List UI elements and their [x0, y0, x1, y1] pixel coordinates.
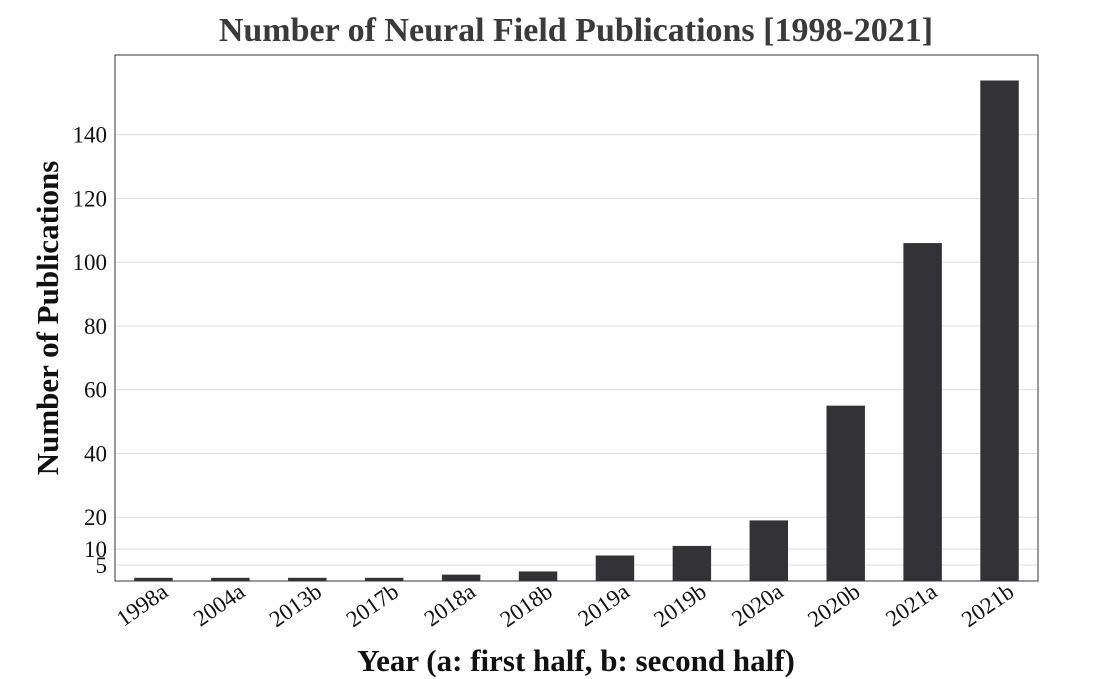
y-tick-label: 60 [84, 378, 107, 403]
y-tick-label: 40 [84, 441, 107, 466]
x-tick-labels: 1998a 2004a 2013b 2017b 2018a 2018b 2019a 2019b… [112, 579, 1018, 632]
bar-2021a [903, 243, 942, 582]
bar-2020a [749, 520, 789, 581]
x-tick-label: 2019b [649, 579, 710, 632]
x-tick-label: 2021a [881, 579, 941, 632]
y-tick-label: 80 [84, 314, 107, 339]
x-tick-label: 2020b [803, 579, 864, 632]
x-axis-label: Year (a: first half, b: second half) [357, 643, 795, 678]
bar-2020b [826, 405, 865, 581]
x-tick-label: 2013b [265, 579, 326, 632]
plot-frame [114, 54, 1039, 582]
x-tick-label: 2017b [342, 579, 403, 632]
chart-title: Number of Neural Field Publications [199… [219, 12, 933, 49]
x-tick-label: 2004a [189, 579, 249, 632]
y-tick-label: 100 [73, 250, 108, 275]
bar-2021b [980, 80, 1019, 582]
bars [134, 80, 1019, 582]
bar-1998a [134, 577, 173, 581]
x-tick-label: 2018b [495, 579, 556, 632]
bar-2017b [364, 577, 404, 581]
x-tick-label: 2019a [573, 579, 633, 632]
bar-2019b [672, 545, 712, 581]
x-tick-label: 2020a [727, 579, 787, 632]
bar-2018a [441, 574, 481, 581]
x-tick-label: 2021b [957, 579, 1018, 632]
y-tick-label: 10 [84, 537, 107, 562]
y-tick-label: 5 [96, 553, 108, 578]
bar-2013b [288, 577, 327, 581]
bar-2004a [211, 577, 250, 581]
bar-2018b [518, 571, 558, 581]
y-axis-label: Number of Publications [30, 161, 65, 476]
grid-lines [115, 134, 1038, 566]
bar-2019a [595, 555, 635, 581]
y-tick-labels: 510 20 40 60 80 100 120 140 [73, 123, 108, 578]
x-tick-label: 1998a [112, 579, 172, 632]
x-tick-label: 2018a [420, 579, 480, 632]
y-tick-label: 120 [73, 186, 108, 211]
y-tick-label: 140 [73, 123, 108, 148]
y-tick-label: 20 [84, 505, 107, 530]
